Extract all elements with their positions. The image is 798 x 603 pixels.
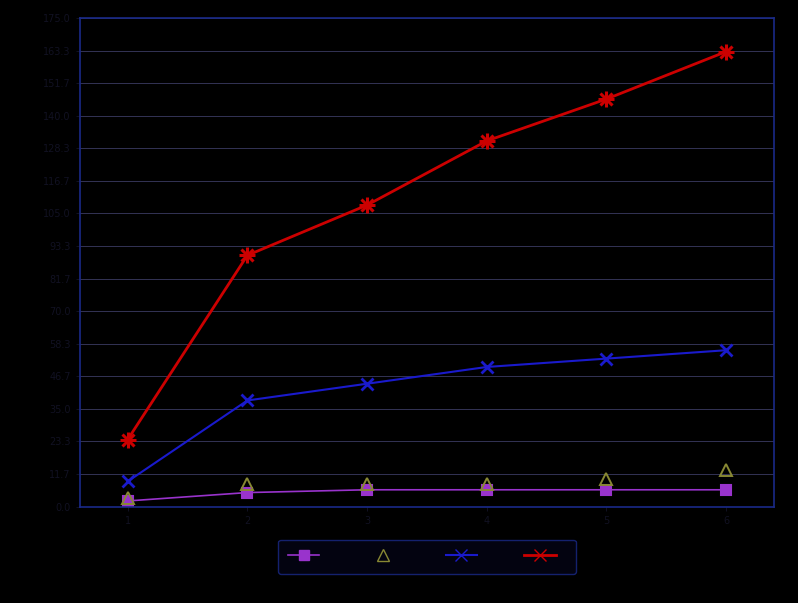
Legend: , , , : , , , — [279, 540, 575, 573]
